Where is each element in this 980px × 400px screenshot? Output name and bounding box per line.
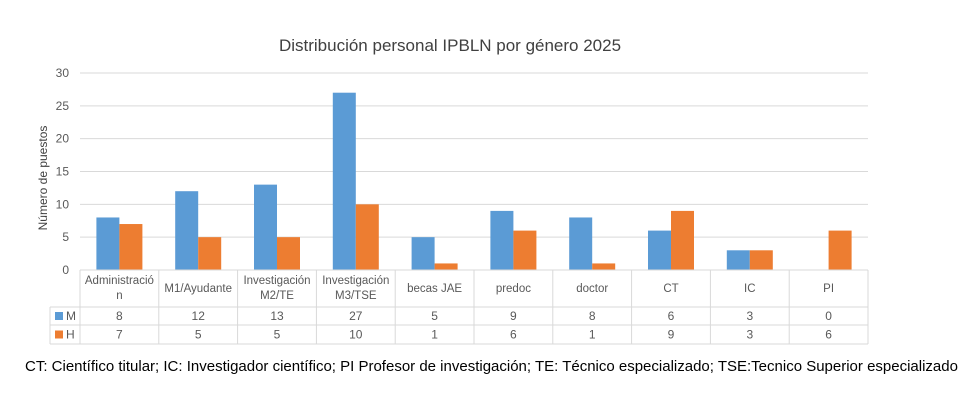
bar-M xyxy=(254,184,277,270)
legend-key-M xyxy=(55,312,63,320)
y-axis-label: Número de puestos xyxy=(36,126,50,231)
bar-H xyxy=(277,237,300,270)
y-tick-label: 20 xyxy=(56,132,70,146)
data-label: 1 xyxy=(431,328,438,342)
bar-H xyxy=(355,204,379,270)
bar-M xyxy=(648,230,671,270)
y-tick-label: 10 xyxy=(56,197,70,211)
data-label: 1 xyxy=(589,328,596,342)
footnote: CT: Científico titular; IC: Investigador… xyxy=(25,358,958,375)
category-label: M2/TE xyxy=(260,290,294,302)
data-label: 9 xyxy=(510,309,517,323)
y-tick-label: 30 xyxy=(56,66,70,80)
category-label: Investigación xyxy=(243,275,310,287)
category-label: Investigación xyxy=(322,275,389,287)
bar-M xyxy=(490,210,514,270)
legend-label: M xyxy=(66,309,76,323)
data-label: 5 xyxy=(195,328,202,342)
category-label: Administració xyxy=(85,275,154,287)
bar-H xyxy=(592,263,616,270)
data-table: AdministraciónM1/AyudanteInvestigaciónM2… xyxy=(49,269,869,345)
bars xyxy=(96,92,852,270)
category-label: M1/Ayudante xyxy=(164,283,232,295)
bar-M xyxy=(175,191,199,270)
data-label: 27 xyxy=(349,309,363,323)
data-label: 13 xyxy=(270,309,284,323)
bar-M xyxy=(726,250,750,270)
data-label: 8 xyxy=(589,309,596,323)
data-label: 7 xyxy=(116,328,123,342)
bar-M xyxy=(332,92,356,270)
data-label: 10 xyxy=(349,328,363,342)
data-label: 5 xyxy=(431,309,438,323)
y-tick-labels: 0 5 10 15 20 25 30 xyxy=(56,66,70,277)
y-tick-label: 0 xyxy=(62,263,69,277)
category-label: PI xyxy=(823,283,834,295)
bar-H xyxy=(434,263,458,270)
data-label: 12 xyxy=(192,309,206,323)
y-tick-label: 15 xyxy=(56,165,70,179)
category-label: IC xyxy=(744,283,756,295)
category-label: M3/TSE xyxy=(335,290,377,302)
legend-key-H xyxy=(55,330,63,339)
y-tick-label: 25 xyxy=(56,99,70,113)
data-label: 6 xyxy=(668,309,675,323)
data-label: 3 xyxy=(746,309,753,323)
category-label: n xyxy=(116,290,122,302)
bar-H xyxy=(198,237,222,270)
chart-title: Distribución personal IPBLN por género 2… xyxy=(279,36,621,55)
y-tick-label: 5 xyxy=(62,230,69,244)
category-label: predoc xyxy=(496,283,531,295)
data-label: 3 xyxy=(746,328,753,342)
category-label: becas JAE xyxy=(407,283,462,295)
bar-chart: Distribución personal IPBLN por género 2… xyxy=(36,36,869,345)
bar-M xyxy=(569,217,593,270)
data-label: 8 xyxy=(116,309,123,323)
category-label: CT xyxy=(663,283,678,295)
bar-H xyxy=(513,230,537,270)
bar-M xyxy=(411,237,435,270)
legend-label: H xyxy=(66,328,75,342)
data-label: 0 xyxy=(825,309,832,323)
data-label: 5 xyxy=(274,328,281,342)
bar-H xyxy=(671,210,694,270)
data-label: 6 xyxy=(825,328,832,342)
data-label: 9 xyxy=(668,328,675,342)
category-label: doctor xyxy=(576,283,608,295)
data-label: 6 xyxy=(510,328,517,342)
bar-M xyxy=(96,217,120,270)
bar-H xyxy=(749,250,773,270)
bar-H xyxy=(119,224,143,270)
bar-H xyxy=(828,230,852,270)
